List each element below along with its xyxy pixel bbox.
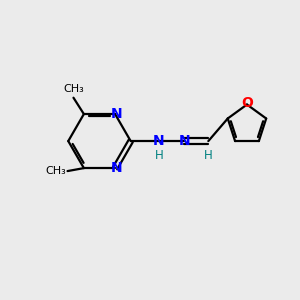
Text: N: N	[178, 134, 190, 148]
Text: O: O	[241, 96, 253, 110]
Text: H: H	[204, 149, 213, 162]
Text: CH₃: CH₃	[45, 166, 66, 176]
Text: N: N	[110, 107, 122, 121]
Text: H: H	[154, 149, 163, 162]
Text: N: N	[110, 161, 122, 175]
Text: CH₃: CH₃	[63, 84, 84, 94]
Text: N: N	[153, 134, 165, 148]
